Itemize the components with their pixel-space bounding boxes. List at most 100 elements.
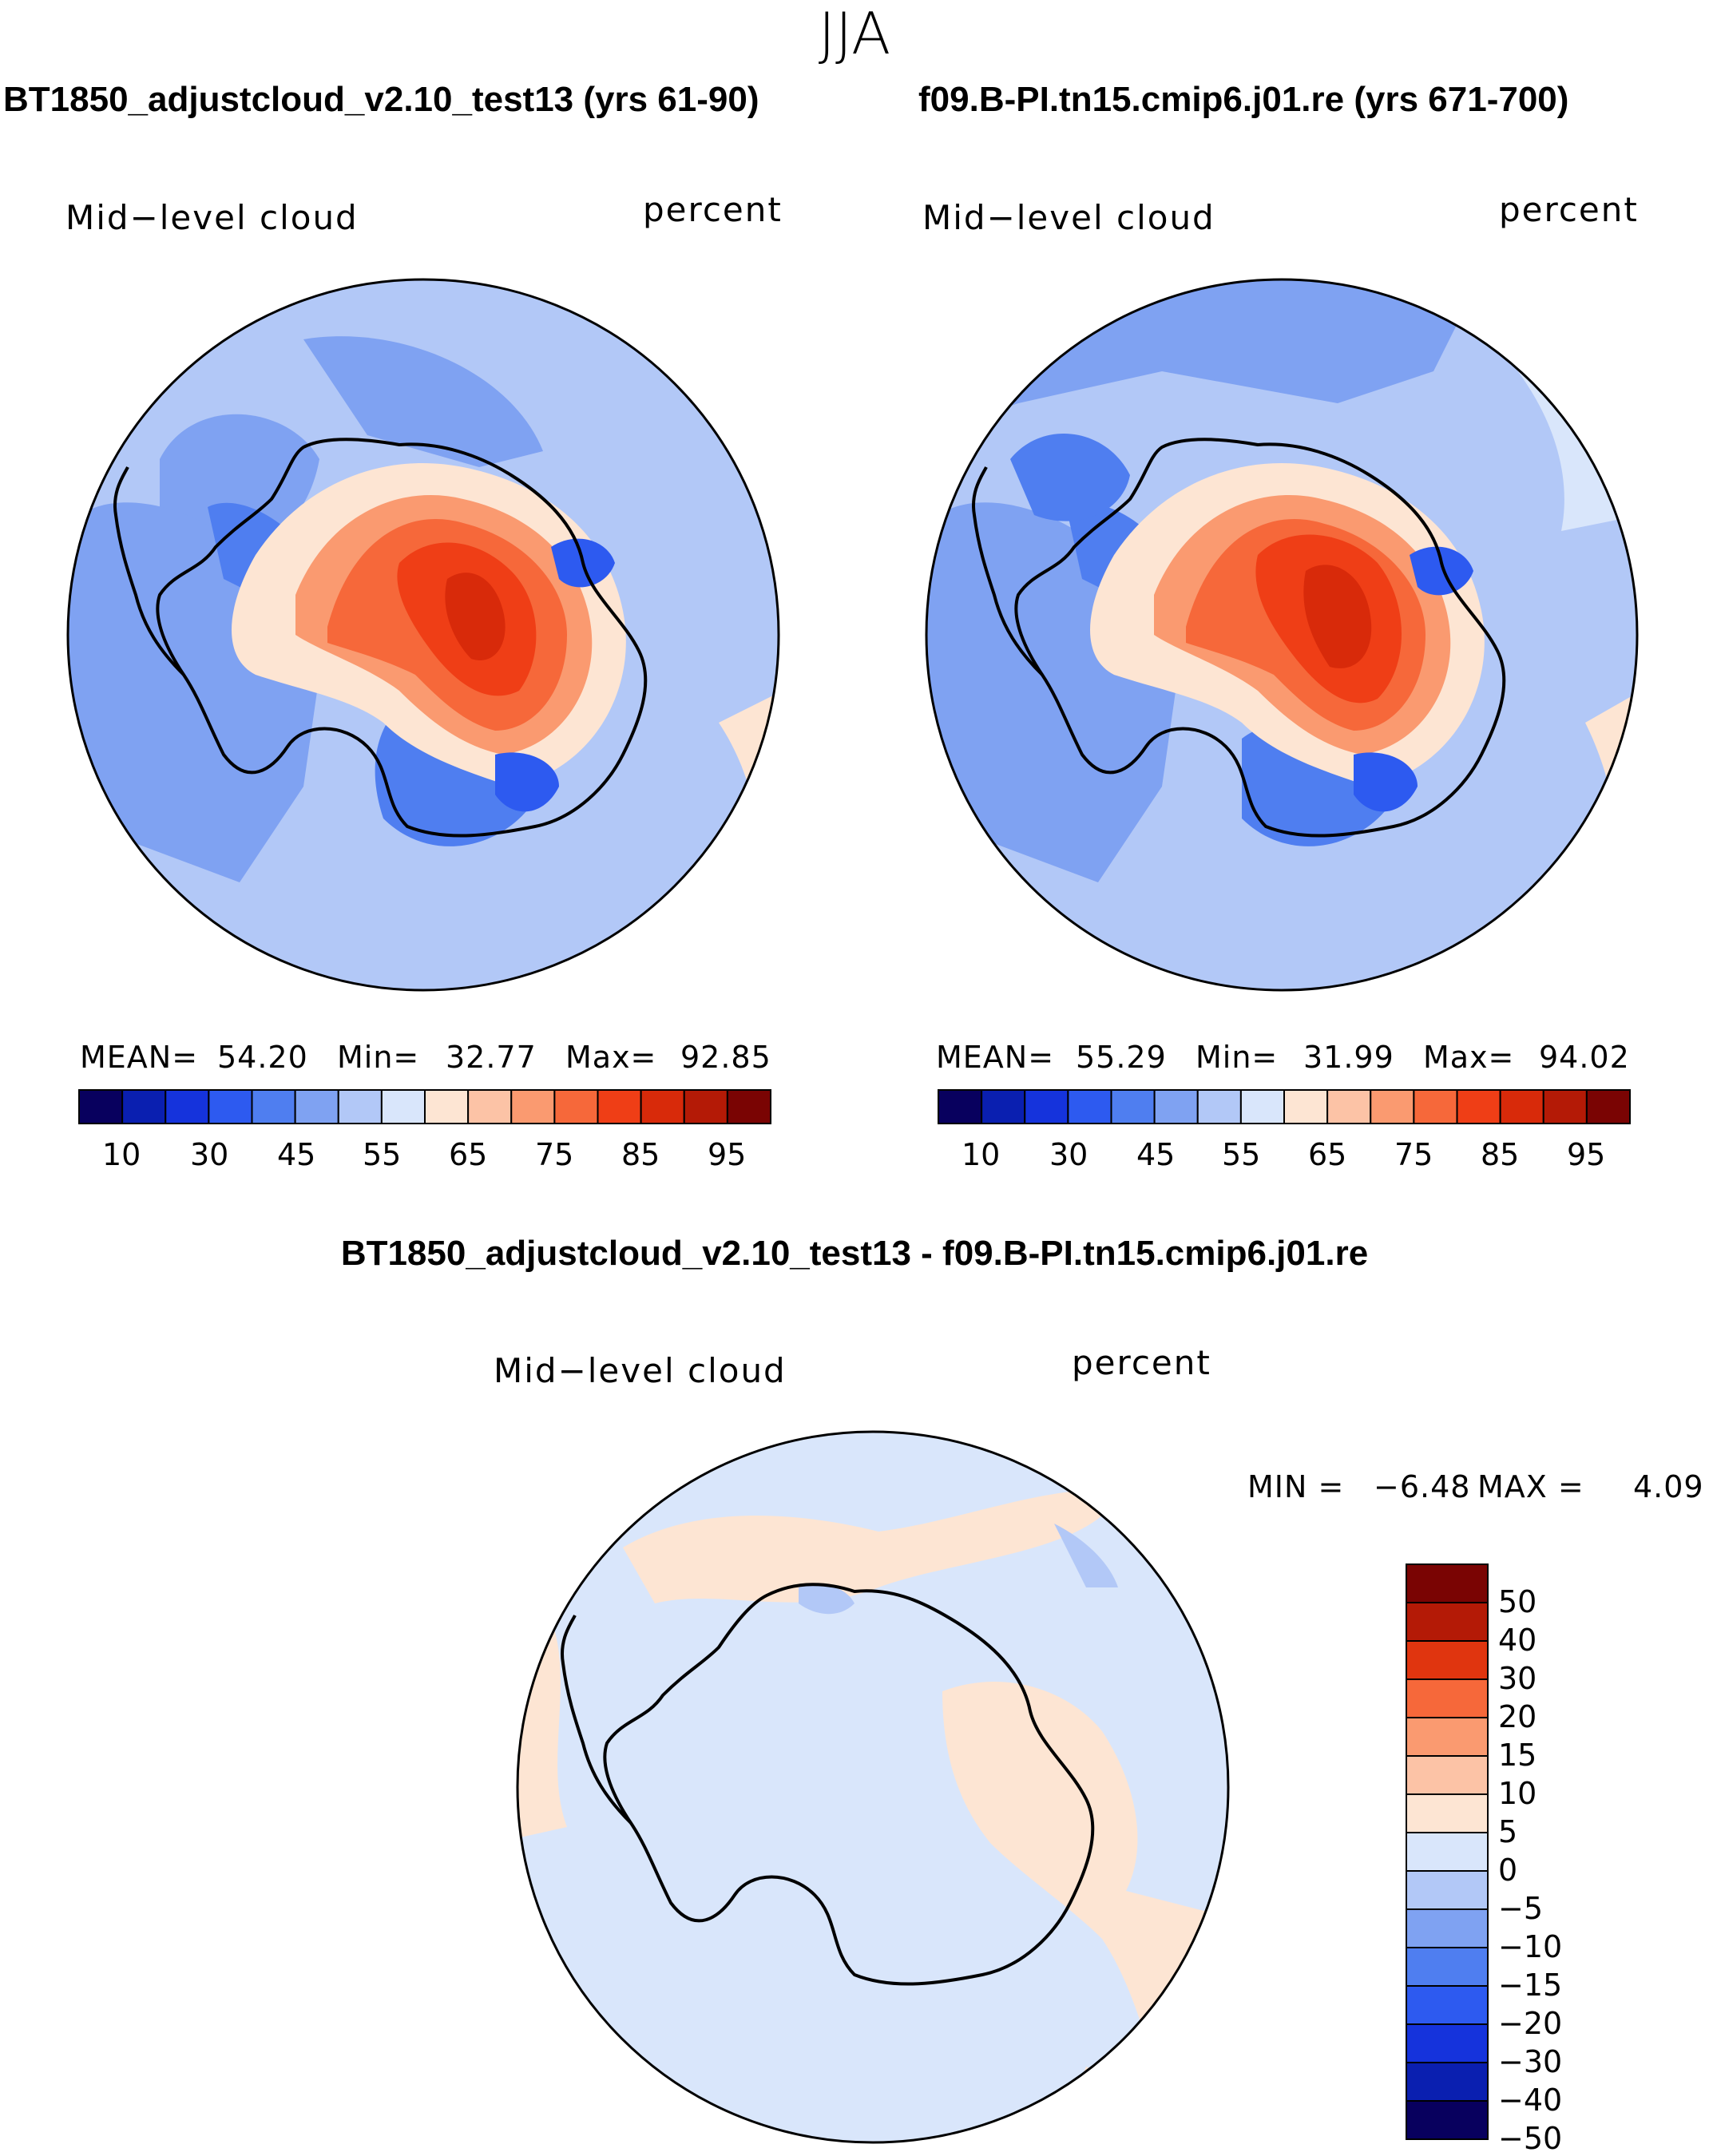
cb1-tick: 95 [708,1137,747,1172]
colorbar-swatch [467,1089,513,1124]
colorbar-swatch [1196,1089,1242,1124]
cb3-tick: 0 [1498,1853,1518,1888]
panel-1-max-label: Max= [565,1040,657,1075]
colorbar-swatch [78,1089,124,1124]
colorbar-difference [1406,1563,1489,2140]
cb2-tick: 75 [1394,1137,1433,1172]
colorbar-swatch [424,1089,470,1124]
field-region [1410,546,1473,596]
cb2-tick: 55 [1222,1137,1261,1172]
colorbar-swatch [1542,1089,1588,1124]
colorbar-swatch [1406,1755,1489,1795]
field-region [799,1584,854,1615]
colorbar-swatch [640,1089,685,1124]
colorbar-swatch [1024,1089,1069,1124]
diff-panel-title: BT1850_adjustcloud_v2.10_test13 - f09.B-… [340,1234,1369,1273]
cb3-tick: −50 [1498,2121,1563,2156]
colorbar-swatch [1406,2100,1489,2140]
map-panel-difference [516,1430,1230,2144]
field-region [160,414,319,557]
peninsula-coastline [561,1615,632,1825]
cb2-tick: 95 [1567,1137,1606,1172]
map-panel-1 [66,278,780,992]
colorbar-swatch [121,1089,167,1124]
colorbar-swatch [1413,1089,1458,1124]
panel-1-mean-label: MEAN= [80,1040,199,1075]
colorbar-swatch [683,1089,728,1124]
colorbar-swatch [981,1089,1026,1124]
field-region [623,1492,1102,1603]
colorbar-swatch [510,1089,556,1124]
colorbar-swatch [1406,2023,1489,2063]
colorbar-swatch [1499,1089,1544,1124]
panel-1-mean-value: 54.20 [217,1040,308,1075]
cb3-tick: 20 [1498,1699,1537,1734]
colorbar-panel-2 [938,1089,1631,1124]
panel-1-units-label: percent [643,190,783,229]
panel-2-mean-label: MEAN= [936,1040,1055,1075]
map-border [66,278,780,992]
coastline [1014,438,1506,838]
colorbar-swatch [1406,1908,1489,1948]
panel-2-max-value: 94.02 [1539,1040,1630,1075]
panel-1-min-value: 32.77 [446,1040,537,1075]
colorbar-swatch [251,1089,296,1124]
field-region [1054,1524,1118,1587]
cb3-tick: −5 [1498,1891,1544,1926]
colorbar-swatch [1406,1870,1489,1910]
panel-2-title: f09.B-PI.tn15.cmip6.j01.re (yrs 671-700) [918,80,1569,119]
colorbar-swatch [1406,1602,1489,1642]
peninsula-coastline [972,466,1044,676]
field-region [445,573,506,660]
cb3-tick: −30 [1498,2044,1563,2079]
panel-1-variable-label: Mid−level cloud [65,198,359,237]
panel-1-max-value: 92.85 [680,1040,771,1075]
colorbar-swatch [1456,1089,1501,1124]
panel-2-max-label: Max= [1423,1040,1515,1075]
colorbar-swatch [165,1089,210,1124]
cb2-tick: 65 [1308,1137,1347,1172]
colorbar-swatch [1406,1947,1489,1987]
panel-2-variable-label: Mid−level cloud [922,198,1215,237]
diff-units-label: percent [1072,1343,1211,1382]
colorbar-swatch [1406,1678,1489,1718]
colorbar-swatch [726,1089,771,1124]
cb1-tick: 55 [363,1137,402,1172]
cb3-tick: −15 [1498,1968,1563,2003]
field-region [495,752,559,812]
colorbar-swatch [597,1089,642,1124]
colorbar-swatch [1406,1793,1489,1833]
colorbar-swatch [1406,1832,1489,1872]
colorbar-swatch [938,1089,983,1124]
cb3-tick: −20 [1498,2006,1563,2041]
colorbar-swatch [1406,1985,1489,2025]
field-region [1354,752,1418,812]
field-region [517,1619,567,1843]
diff-min-label: MIN = [1247,1469,1345,1504]
diff-max-label: MAX = [1477,1469,1584,1504]
cb1-tick: 30 [190,1137,229,1172]
cb2-tick: 30 [1049,1137,1088,1172]
panel-1-title: BT1850_adjustcloud_v2.10_test13 (yrs 61-… [3,80,759,119]
colorbar-swatch [1370,1089,1415,1124]
cb3-tick: 50 [1498,1584,1537,1619]
cb3-tick: 10 [1498,1776,1537,1811]
cb3-tick: 40 [1498,1623,1537,1658]
cb1-tick: 45 [277,1137,316,1172]
field-region [1513,279,1637,387]
cb1-tick: 10 [102,1137,141,1172]
panel-2-mean-value: 55.29 [1076,1040,1167,1075]
colorbar-swatch [1326,1089,1372,1124]
cb3-tick: −40 [1498,2083,1563,2118]
panel-1-min-label: Min= [337,1040,420,1075]
panel-2-min-value: 31.99 [1303,1040,1394,1075]
diff-max-value: 4.09 [1633,1469,1704,1504]
map-panel-2 [925,278,1639,992]
diff-variable-label: Mid−level cloud [494,1351,787,1390]
cb3-tick: 30 [1498,1661,1537,1696]
map-border [925,278,1639,992]
colorbar-swatch [380,1089,426,1124]
map-border [516,1430,1230,2144]
field-region [1303,565,1372,668]
colorbar-swatch [553,1089,599,1124]
